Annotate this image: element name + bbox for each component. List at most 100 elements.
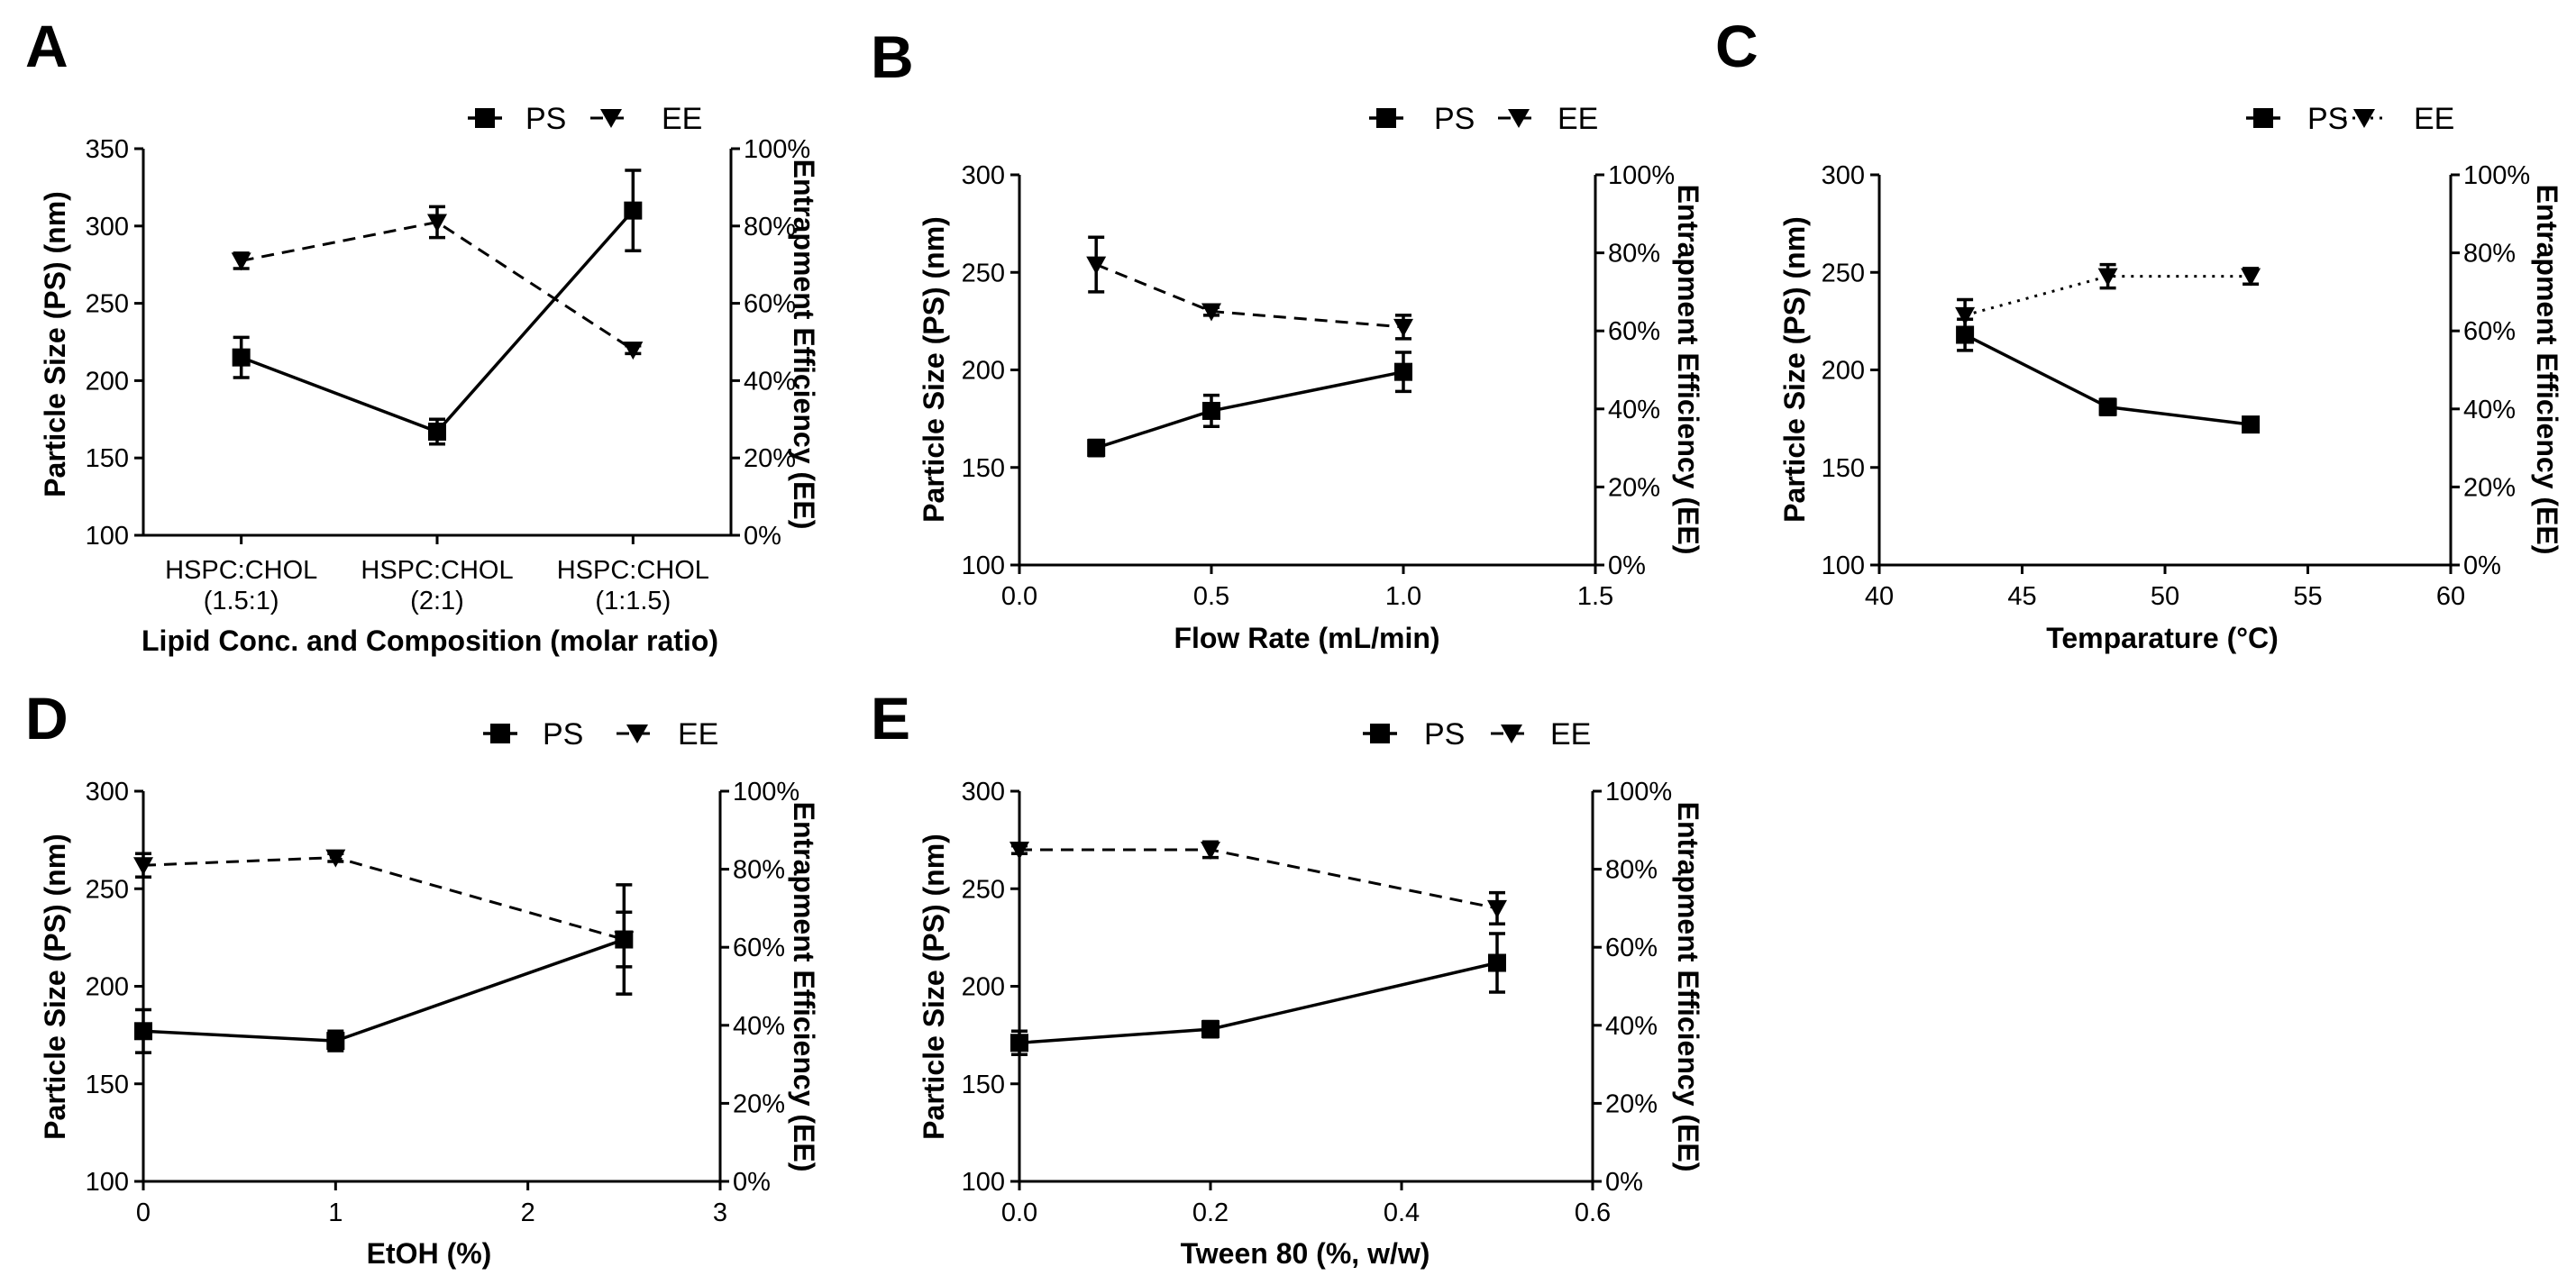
y2-axis-title-b: Entrapment Efficiency (EE) (1672, 185, 1704, 555)
legend-ps-marker (1370, 724, 1390, 743)
legend-ee-marker (626, 725, 648, 743)
ps-point (624, 201, 643, 220)
legend-ps-label: PS (543, 717, 583, 752)
y2-tick-label: 20% (733, 1089, 785, 1118)
ee-series-b (1086, 235, 1413, 341)
y-axis-title-a: Particle Size (PS) (nm) (39, 191, 71, 497)
legend-ps-marker (1376, 108, 1396, 128)
x-category-label: (1:1.5) (595, 587, 671, 615)
ps-point (1394, 362, 1412, 381)
ee-line (1095, 263, 1404, 329)
y-tick-label: 250 (962, 875, 1005, 904)
ee-point (1086, 256, 1107, 275)
legend-ee-label: EE (1557, 102, 1598, 136)
axes-d: 100 150 200 250 300 0% 20% 40% 60% 80% 100% 0 1 2 3 (86, 778, 800, 1227)
axes-e: 100 150 200 250 300 0% 20% 40% 60% 80% 100% 0.0 0.2 0… (962, 778, 1673, 1227)
ee-series-c (1955, 262, 2261, 333)
ee-series-d (133, 849, 635, 969)
y-axis-title-d: Particle Size (PS) (nm) (39, 834, 71, 1140)
x-tick-label: 45 (2007, 582, 2036, 611)
y-tick-label: 150 (86, 1071, 129, 1099)
y2-tick-label: 80% (744, 213, 796, 242)
y2-tick-label: 40% (2463, 396, 2516, 424)
y2-tick-label: 60% (733, 934, 785, 962)
y-tick-label: 250 (86, 290, 129, 319)
x-tick-label: 1 (328, 1198, 343, 1227)
y-tick-label: 300 (962, 161, 1005, 190)
ee-series-a (231, 205, 644, 360)
x-tick-label: 0.0 (1001, 582, 1037, 611)
axes-b: 100 150 200 250 300 0% 20% 40% 60% 80% 100% 0.0 0.5 1… (962, 161, 1676, 611)
legend-ps-marker (475, 108, 495, 128)
y2-tick-label: 20% (1605, 1089, 1658, 1118)
y2-tick-label: 60% (1608, 317, 1660, 346)
legend-ps-label: PS (525, 102, 566, 136)
ps-point (134, 1022, 152, 1041)
axes-a: 100 150 200 250 300 350 0% 20% 40% 60% 80% 100% HSPC… (86, 135, 811, 615)
y2-axis-title-e: Entrapment Efficiency (EE) (1672, 802, 1704, 1172)
x-tick-label: 50 (2151, 582, 2179, 611)
y-tick-label: 300 (1822, 161, 1865, 190)
y-tick-label: 200 (86, 973, 129, 1002)
legend-ps-marker (490, 724, 510, 743)
ee-point (1201, 841, 1220, 860)
y-tick-label: 100 (962, 1168, 1005, 1197)
y2-tick-label: 0% (744, 522, 781, 551)
y-tick-label: 200 (1822, 357, 1865, 386)
ee-point (1393, 318, 1413, 337)
y-tick-label: 200 (86, 367, 129, 396)
y-tick-label: 100 (962, 551, 1005, 580)
y2-axis-title-c: Entrapment Efficiency (EE) (2531, 185, 2563, 555)
x-tick-label: 55 (2293, 582, 2322, 611)
legend-ee-marker (2353, 109, 2375, 128)
panel-letter-b: B (871, 23, 914, 90)
legend-c: PS EE (2246, 102, 2454, 136)
x-tick-label: 40 (1865, 582, 1894, 611)
y-tick-label: 150 (1822, 454, 1865, 483)
ee-point (231, 252, 251, 271)
ps-point (1201, 1020, 1219, 1039)
ps-point (326, 1032, 345, 1051)
y2-tick-label: 100% (1605, 778, 1672, 807)
legend-ee-label: EE (662, 102, 702, 136)
ee-point (1009, 841, 1029, 860)
y2-tick-label: 0% (1605, 1168, 1643, 1197)
ps-point (1010, 1034, 1028, 1053)
y2-tick-label: 60% (744, 290, 796, 319)
y2-tick-label: 80% (1608, 240, 1660, 269)
y2-tick-label: 20% (1608, 473, 1660, 502)
ps-series-d (134, 883, 634, 1054)
panel-letter-c: C (1715, 13, 1758, 79)
ps-series-b (1087, 351, 1412, 458)
y2-tick-label: 0% (1608, 551, 1646, 580)
ee-point (614, 931, 635, 950)
ps-point (1202, 401, 1220, 420)
y-tick-label: 200 (962, 357, 1005, 386)
y-tick-label: 250 (86, 875, 129, 904)
y2-tick-label: 40% (733, 1012, 785, 1041)
ee-line (142, 856, 625, 941)
y-axis-title-e: Particle Size (PS) (nm) (918, 834, 950, 1140)
ee-point (133, 857, 153, 876)
x-tick-label: 0.2 (1192, 1198, 1229, 1227)
x-category-label: HSPC:CHOL (361, 556, 513, 585)
axes-c: 100 150 200 250 300 0% 20% 40% 60% 80% 100% 40 45 50 5… (1822, 161, 2531, 611)
ps-point (1488, 953, 1506, 972)
legend-ee-label: EE (1550, 717, 1591, 752)
x-tick-label: 0.4 (1384, 1198, 1420, 1227)
y2-tick-label: 80% (733, 856, 785, 885)
x-category-label: HSPC:CHOL (165, 556, 317, 585)
y-tick-label: 250 (962, 259, 1005, 287)
ee-point (325, 849, 346, 868)
ee-point (1487, 899, 1507, 918)
ee-point (1201, 303, 1221, 322)
y-tick-label: 100 (86, 522, 129, 551)
legend-a: PS EE (468, 102, 702, 136)
x-axis-title-c: Temparature (°C) (2046, 622, 2279, 654)
y2-tick-label: 20% (744, 444, 796, 473)
y2-tick-label: 100% (1608, 161, 1675, 190)
y2-tick-label: 40% (1608, 396, 1660, 424)
x-category-label: (2:1) (410, 587, 464, 615)
ee-point (2097, 268, 2118, 287)
y2-tick-label: 40% (744, 367, 796, 396)
